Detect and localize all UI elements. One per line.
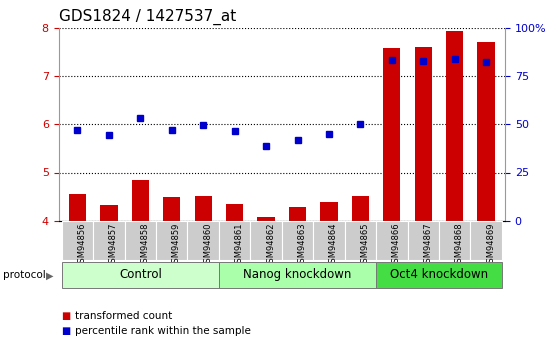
Text: GSM94856: GSM94856 [78,223,86,268]
Text: GSM94862: GSM94862 [266,223,275,268]
Bar [376,262,502,288]
Text: GSM94858: GSM94858 [140,223,150,268]
Bar [415,47,432,221]
Bar [383,48,401,221]
Bar [219,221,251,260]
Bar [62,262,219,288]
Bar [132,180,149,221]
Text: GSM94867: GSM94867 [424,223,432,268]
Bar [187,221,219,260]
Text: Oct4 knockdown: Oct4 knockdown [390,268,488,281]
Text: GSM94861: GSM94861 [234,223,244,268]
Text: Nanog knockdown: Nanog knockdown [243,268,352,281]
Bar [226,204,243,221]
Text: ■: ■ [61,311,71,321]
Text: transformed count: transformed count [75,311,172,321]
Bar [478,42,495,221]
Bar [93,221,124,260]
Text: GSM94860: GSM94860 [203,223,212,268]
Text: ▶: ▶ [46,270,53,280]
Bar [100,205,118,221]
Bar [352,196,369,221]
Text: Control: Control [119,268,162,281]
Text: ■: ■ [61,326,71,335]
Bar [446,31,463,221]
Bar [345,221,376,260]
Bar [219,262,376,288]
Text: GSM94869: GSM94869 [486,223,495,268]
Bar [439,221,470,260]
Bar [156,221,187,260]
Bar [376,221,407,260]
Text: percentile rank within the sample: percentile rank within the sample [75,326,251,335]
Text: GSM94868: GSM94868 [455,223,464,268]
Bar [62,221,93,260]
Bar [124,221,156,260]
Text: GSM94859: GSM94859 [172,223,181,268]
Bar [69,194,86,221]
Text: GSM94863: GSM94863 [297,223,306,268]
Bar [251,221,282,260]
Bar [313,221,345,260]
Bar [163,197,180,221]
Text: GDS1824 / 1427537_at: GDS1824 / 1427537_at [59,9,236,25]
Text: GSM94866: GSM94866 [392,223,401,268]
Text: GSM94864: GSM94864 [329,223,338,268]
Bar [320,203,338,221]
Bar [257,217,275,221]
Bar [289,207,306,221]
Text: protocol: protocol [3,270,46,280]
Text: GSM94865: GSM94865 [360,223,369,268]
Text: GSM94857: GSM94857 [109,223,118,268]
Bar [407,221,439,260]
Bar [470,221,502,260]
Bar [195,196,212,221]
Bar [282,221,313,260]
